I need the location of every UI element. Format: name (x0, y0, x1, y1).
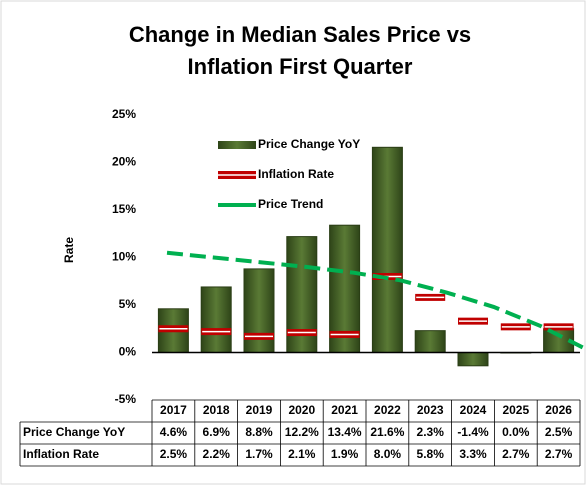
legend-label: Inflation Rate (258, 167, 334, 181)
table-header: 2021 (331, 403, 358, 417)
table-cell: 1.7% (245, 447, 273, 461)
table-header: 2024 (460, 403, 487, 417)
y-tick-label: -5% (115, 392, 137, 406)
legend-label: Price Change YoY (258, 137, 360, 151)
legend-label: Price Trend (258, 197, 323, 211)
table-header: 2025 (502, 403, 529, 417)
table-cell: 4.6% (160, 425, 188, 439)
table-cell: 2.2% (203, 447, 231, 461)
chart-title: Change in Median Sales Price vs (129, 22, 471, 47)
table-header: 2023 (417, 403, 444, 417)
y-tick-label: 10% (112, 250, 136, 264)
table-cell: 1.9% (331, 447, 359, 461)
table-cell: 2.5% (160, 447, 188, 461)
table-header: 2022 (374, 403, 401, 417)
bar (414, 330, 446, 353)
trend-line (166, 250, 587, 352)
table-row-label: Price Change YoY (23, 425, 125, 439)
bar (457, 352, 489, 367)
table-header: 2019 (246, 403, 273, 417)
table-cell: 8.0% (374, 447, 402, 461)
table-cell: 2.3% (417, 425, 445, 439)
table-header: 2020 (288, 403, 315, 417)
table-cell: 3.3% (459, 447, 487, 461)
table-header: 2017 (160, 403, 187, 417)
table-header: 2026 (545, 403, 572, 417)
table-cell: 13.4% (328, 425, 362, 439)
table-cell: 0.0% (502, 425, 530, 439)
bar (243, 268, 275, 353)
y-axis-label: Rate (62, 237, 76, 263)
bar (371, 146, 403, 353)
y-tick-label: 0% (119, 345, 137, 359)
table-cell: 12.2% (285, 425, 319, 439)
y-tick-label: 25% (112, 107, 136, 121)
table-cell: 2.5% (545, 425, 573, 439)
legend-swatch (218, 141, 256, 149)
table-cell: -1.4% (457, 425, 489, 439)
table-cell: 2.7% (545, 447, 573, 461)
table-cell: 6.9% (203, 425, 231, 439)
bar (200, 286, 232, 354)
table-cell: 2.1% (288, 447, 316, 461)
table-cell: 8.8% (245, 425, 273, 439)
table-cell: 2.7% (502, 447, 530, 461)
y-tick-label: 20% (112, 155, 136, 169)
table-cell: 5.8% (417, 447, 445, 461)
table-cell: 21.6% (370, 425, 404, 439)
y-tick-label: 15% (112, 202, 136, 216)
chart-title-line2: Inflation First Quarter (188, 54, 413, 79)
y-tick-label: 5% (119, 297, 137, 311)
table-header: 2018 (203, 403, 230, 417)
table-row-label: Inflation Rate (23, 447, 99, 461)
